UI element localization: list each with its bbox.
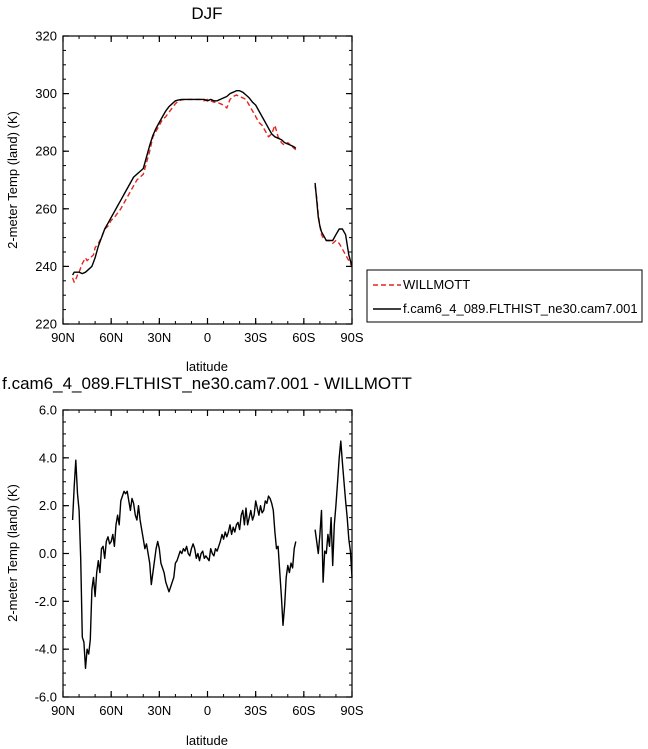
- bottom-y-tick-label: -6.0: [35, 690, 57, 705]
- bottom-x-tick-label: 90N: [51, 703, 75, 718]
- top-x-tick-label: 90N: [51, 330, 75, 345]
- bottom-y-tick-label: -4.0: [35, 642, 57, 657]
- bottom-y-tick-label: -2.0: [35, 594, 57, 609]
- bottom-y-axis-label: 2-meter Temp (land) (K): [5, 484, 20, 622]
- top-series-line-willmott: [314, 185, 353, 267]
- top-panel: DJF 2-meter Temp (land) (K) latitude 90N…: [5, 4, 643, 374]
- legend-label-willmott: WILLMOTT: [403, 277, 470, 292]
- bottom-y-tick-label: 6.0: [39, 403, 57, 418]
- bottom-panel: f.cam6_4_089.FLTHIST_ne30.cam7.001 - WIL…: [2, 374, 412, 748]
- top-chart-title: DJF: [191, 4, 222, 23]
- top-y-tick-label: 240: [35, 259, 57, 274]
- top-y-tick-label: 320: [35, 29, 57, 44]
- top-plot-frame: [62, 35, 353, 325]
- bottom-y-tick-label: 0.0: [39, 546, 57, 561]
- bottom-series-line-difference: [314, 440, 353, 583]
- bottom-x-tick-label: 30N: [147, 703, 171, 718]
- top-y-tick-label: 280: [35, 144, 57, 159]
- bottom-x-tick-label: 60N: [99, 703, 123, 718]
- bottom-x-tick-label: 90S: [340, 703, 363, 718]
- bottom-x-tick-label: 30S: [244, 703, 267, 718]
- legend-label-model: f.cam6_4_089.FLTHIST_ne30.cam7.001: [403, 301, 638, 316]
- top-series-line-f-cam6-4-089-flthist-ne30-cam7-001: [314, 182, 353, 267]
- top-series-line-willmott: [71, 94, 297, 283]
- bottom-series-line-difference: [71, 459, 297, 669]
- top-y-tick-label: 220: [35, 317, 57, 332]
- bottom-x-tick-label: 0: [204, 703, 211, 718]
- top-x-tick-label: 30N: [147, 330, 171, 345]
- bottom-plot-frame: [62, 409, 353, 698]
- bottom-x-axis-label: latitude: [186, 733, 228, 748]
- top-x-tick-label: 90S: [340, 330, 363, 345]
- top-x-axis-label: latitude: [186, 359, 228, 374]
- legend: WILLMOTT f.cam6_4_089.FLTHIST_ne30.cam7.…: [366, 269, 643, 323]
- top-x-tick-label: 0: [204, 330, 211, 345]
- top-series-line-f-cam6-4-089-flthist-ne30-cam7-001: [71, 89, 297, 276]
- bottom-y-tick-label: 4.0: [39, 450, 57, 465]
- bottom-y-tick-label: 2.0: [39, 498, 57, 513]
- legend-box: [366, 269, 643, 323]
- bottom-plot-area: 90N 60N 30N 0 30S 60S 90S -6.0 -4.0 -2.0 0.0 2.0 4.0…: [35, 403, 364, 719]
- top-x-tick-label: 60N: [99, 330, 123, 345]
- bottom-chart-title: f.cam6_4_089.FLTHIST_ne30.cam7.001 - WIL…: [2, 374, 412, 393]
- top-plot-area: 90N 60N 30N 0 30S 60S 90S 220 240 260 280 300 320: [35, 29, 364, 346]
- top-y-tick-label: 260: [35, 201, 57, 216]
- top-x-tick-label: 30S: [244, 330, 267, 345]
- top-x-tick-label: 60S: [292, 330, 315, 345]
- top-y-axis-label: 2-meter Temp (land) (K): [5, 111, 20, 249]
- bottom-x-tick-label: 60S: [292, 703, 315, 718]
- top-y-tick-label: 300: [35, 86, 57, 101]
